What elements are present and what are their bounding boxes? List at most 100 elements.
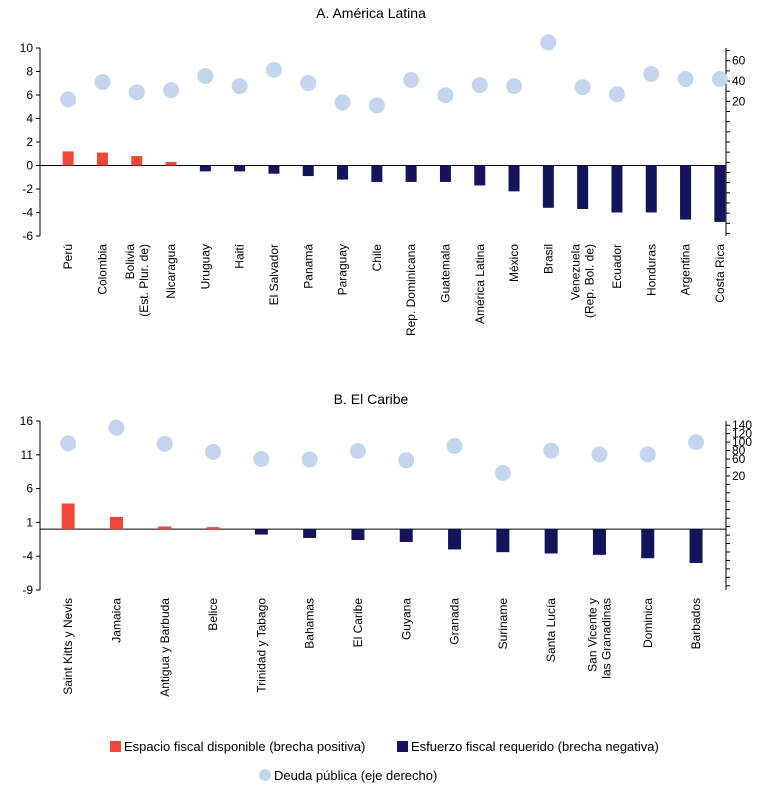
category-label: Belice — [206, 598, 220, 631]
bar-negative-gap — [254, 529, 268, 535]
category-label: Haití — [233, 243, 247, 268]
bar-positive-gap — [131, 156, 143, 166]
debt-marker — [60, 91, 77, 108]
panel-a-title: A. América Latina — [316, 5, 426, 21]
right-tick-label: 60 — [732, 54, 746, 68]
debt-marker — [349, 442, 366, 459]
panel-america-latina: A. América Latina -6 -4 -2 0 2 4 6 8 10 20 40 60 Per… — [20, 5, 746, 336]
left-tick-label: 16 — [20, 414, 34, 428]
category-label: Nicaragua — [164, 244, 178, 299]
category-label: Argentina — [679, 244, 693, 296]
bar-negative-gap — [439, 165, 451, 182]
bar-positive-gap — [61, 503, 75, 530]
left-tick-label: 10 — [20, 41, 34, 55]
left-tick-label: -9 — [22, 583, 33, 597]
bar-negative-gap — [542, 165, 554, 208]
category-label: Bahamas — [303, 598, 317, 649]
debt-marker — [574, 79, 591, 96]
bar-negative-gap — [448, 529, 462, 550]
right-tick-label: 80 — [732, 444, 746, 458]
bar-negative-gap — [577, 165, 589, 209]
category-label: Paraguay — [336, 244, 350, 295]
debt-marker — [591, 446, 608, 463]
bar-negative-gap — [680, 165, 692, 220]
bar-negative-gap — [199, 165, 211, 172]
debt-marker — [60, 435, 77, 452]
debt-marker — [334, 94, 351, 111]
category-label: Saint Kitts y Nevis — [61, 598, 75, 695]
category-label: América Latina — [473, 244, 487, 324]
category-label: Venezuela(Rep. Bol. de) — [569, 244, 597, 318]
bar-negative-gap — [714, 165, 726, 222]
category-label: Chile — [370, 244, 384, 272]
bar-negative-gap — [234, 165, 246, 172]
bar-negative-gap — [508, 165, 520, 192]
debt-marker — [398, 452, 415, 469]
bar-negative-gap — [592, 529, 606, 555]
category-label: Panamá — [301, 244, 315, 289]
debt-marker — [231, 78, 248, 95]
left-tick-label: -6 — [22, 229, 33, 243]
category-label: Guatemala — [438, 244, 452, 303]
category-label: Suriname — [496, 598, 510, 650]
bar-positive-gap — [62, 151, 74, 166]
debt-marker — [437, 87, 454, 104]
debt-marker — [711, 70, 728, 87]
category-label: Ecuador — [610, 244, 624, 289]
debt-marker — [540, 34, 557, 51]
left-tick-label: 6 — [26, 482, 33, 496]
debt-marker — [446, 437, 463, 454]
right-tick-label: 100 — [732, 435, 752, 449]
debt-marker — [471, 77, 488, 94]
category-label: Costa Rica — [713, 244, 727, 303]
debt-marker — [677, 70, 694, 87]
bar-negative-gap — [405, 165, 417, 182]
debt-marker — [301, 451, 318, 468]
debt-marker — [643, 65, 660, 82]
category-label: Uruguay — [198, 244, 212, 289]
category-label: Brasil — [541, 244, 555, 274]
category-label: Dominica — [641, 598, 655, 648]
left-tick-label: -4 — [22, 206, 33, 220]
category-label: Antigua y Barbuda — [158, 598, 172, 697]
category-label: Bolivia(Est. Plur. de) — [123, 244, 151, 317]
left-tick-label: 2 — [26, 135, 33, 149]
debt-marker — [543, 442, 560, 459]
right-tick-label: 20 — [732, 469, 746, 483]
debt-marker — [300, 75, 317, 92]
category-label: Granada — [448, 598, 462, 645]
bar-negative-gap — [303, 529, 317, 538]
panel-b-title: B. El Caribe — [334, 391, 409, 407]
legend-swatch-negative — [397, 741, 408, 752]
legend-label-negative: Esfuerzo fiscal requerido (brecha negati… — [411, 739, 659, 754]
bar-negative-gap — [268, 165, 280, 174]
debt-marker — [608, 86, 625, 103]
bar-negative-gap — [689, 529, 703, 563]
debt-marker — [639, 446, 656, 463]
legend-label-debt: Deuda pública (eje derecho) — [274, 768, 437, 783]
category-label: Perú — [61, 244, 75, 269]
right-tick-label: 120 — [732, 427, 752, 441]
legend-swatch-positive — [110, 741, 121, 752]
bar-negative-gap — [641, 529, 655, 559]
right-tick-label: 60 — [732, 452, 746, 466]
left-tick-label: 6 — [26, 88, 33, 102]
legend-marker-debt — [259, 769, 271, 781]
bar-negative-gap — [371, 165, 383, 182]
bar-negative-gap — [611, 165, 623, 213]
debt-marker — [197, 67, 214, 84]
bar-negative-gap — [544, 529, 558, 554]
bar-positive-gap — [158, 526, 172, 530]
right-tick-label: 40 — [732, 74, 746, 88]
bar-negative-gap — [474, 165, 486, 186]
right-tick-label: 140 — [732, 418, 752, 432]
debt-marker — [688, 434, 705, 451]
bar-negative-gap — [351, 529, 365, 540]
category-label: El Caribe — [351, 598, 365, 648]
category-label: Honduras — [644, 244, 658, 296]
category-label: San Vicente ylas Granadinas — [585, 598, 613, 679]
left-tick-label: 8 — [26, 65, 33, 79]
category-label: Barbados — [689, 598, 703, 649]
category-label: Rep. Dominicana — [404, 244, 418, 336]
debt-marker — [163, 82, 180, 99]
